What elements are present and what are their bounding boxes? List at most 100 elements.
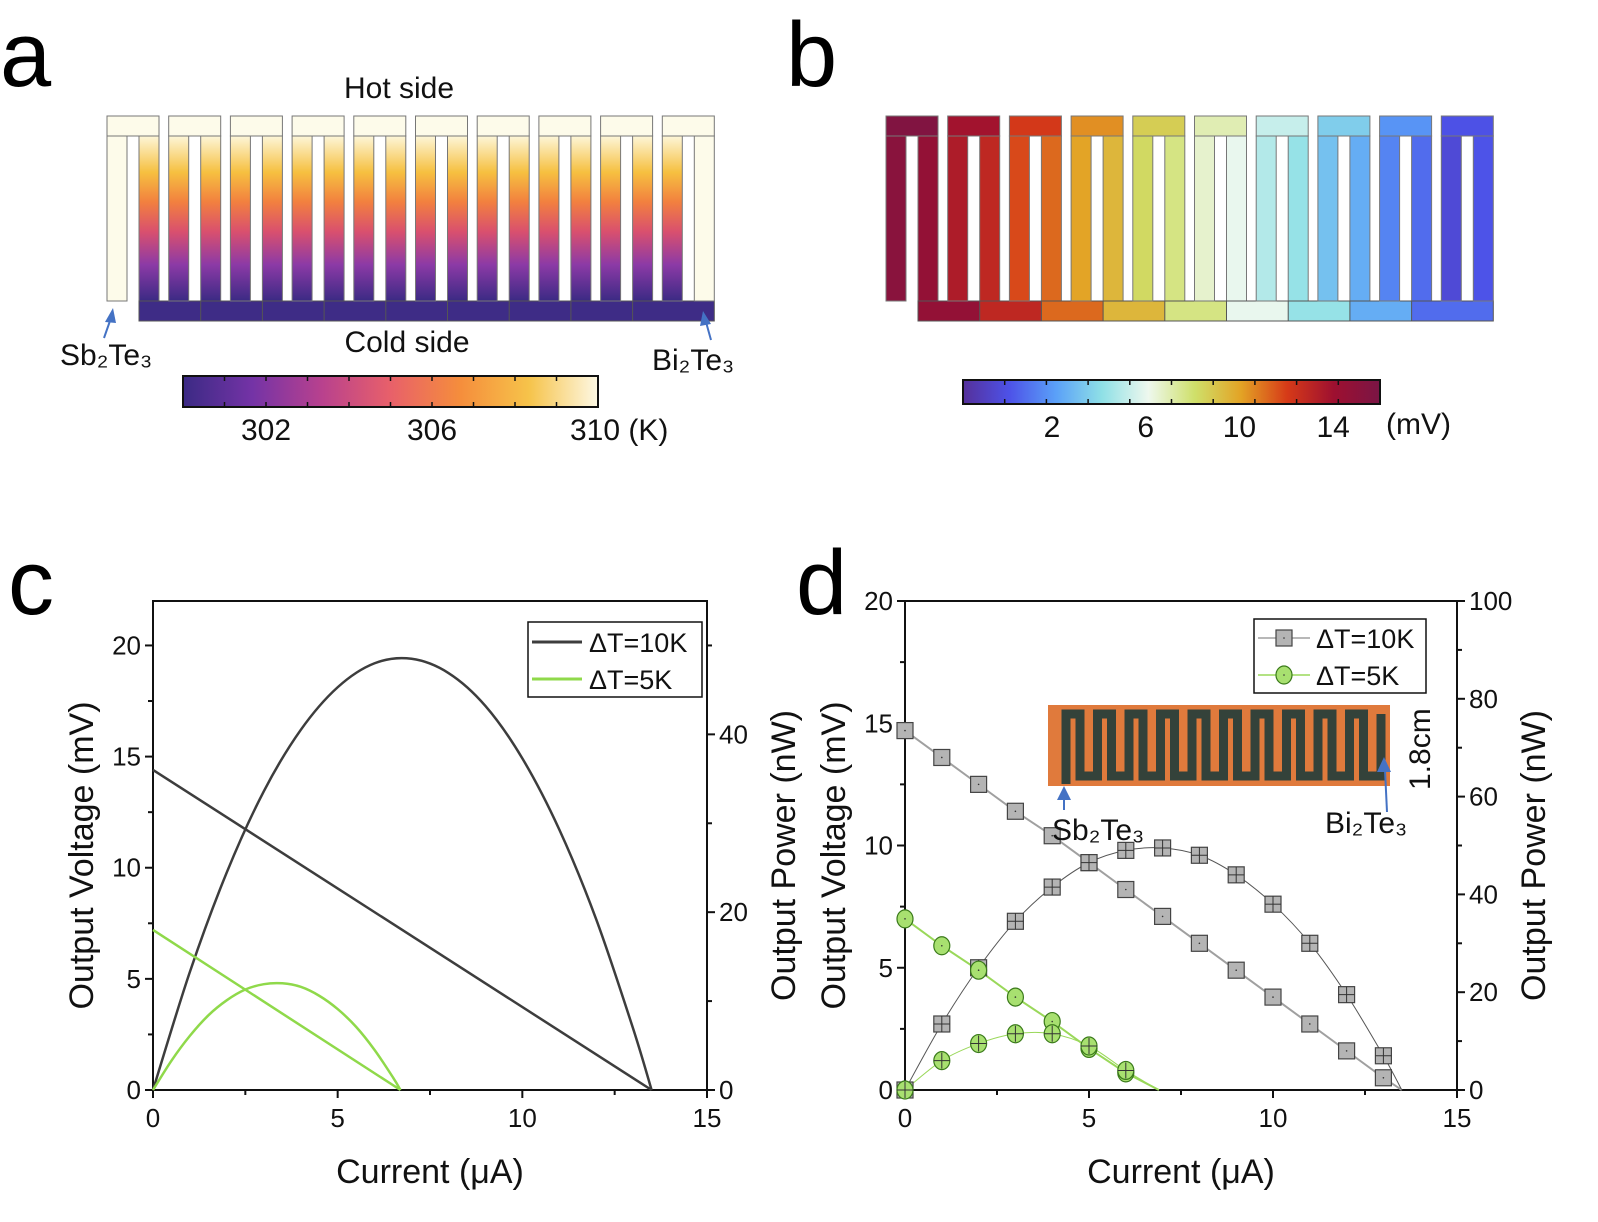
leg (1132, 135, 1154, 302)
marker-dot (977, 969, 980, 971)
y2-tick-label: 100 (1469, 586, 1512, 616)
leg (385, 135, 407, 302)
y2-tick-label: 40 (1469, 879, 1498, 909)
marker-dot (904, 918, 906, 920)
marker-dot (1272, 996, 1274, 998)
hot-side-label: Hot side (344, 72, 454, 105)
marker-dot (1161, 915, 1164, 918)
colorbar-tick-label: 10 (1223, 411, 1256, 444)
top-electrode (106, 115, 160, 137)
leg (600, 135, 622, 302)
top-electrode (415, 115, 468, 137)
leg (1040, 135, 1062, 302)
x-tick-label: 0 (898, 1103, 912, 1133)
leg (1102, 135, 1124, 302)
legend-label: ΔT=10K (589, 628, 687, 658)
x-tick-label: 10 (1259, 1103, 1288, 1133)
marker-dot (941, 944, 943, 947)
photo-meander-pattern (1061, 709, 1386, 784)
leg (1472, 135, 1494, 302)
leg (917, 135, 939, 302)
leg (261, 135, 283, 302)
y-tick-label: 15 (864, 708, 893, 738)
leg (979, 135, 1001, 302)
colorbar-a-ticks: 302 306 310 (K) (223, 376, 668, 447)
x-tick-label: 5 (330, 1103, 344, 1133)
top-electrode (1008, 115, 1062, 137)
leg (138, 135, 160, 302)
leg (229, 135, 251, 302)
leg (200, 135, 222, 302)
panel-letter-b: b (786, 4, 837, 106)
marker-dot (1051, 1020, 1053, 1023)
x-tick-label: 0 (146, 1103, 160, 1133)
inset-sb2te3-label: Sb₂Te₃ (1052, 814, 1144, 847)
top-electrode (661, 115, 715, 137)
y-tick-label: 10 (112, 853, 141, 883)
y2-axis-title: Output Power (nW) (1515, 710, 1553, 1001)
legend-label: ΔT=5K (589, 665, 672, 695)
leg (1317, 135, 1339, 302)
leg (1008, 135, 1030, 302)
marker-dot (977, 783, 980, 786)
top-electrode (353, 115, 407, 137)
panel-letter-c: c (8, 532, 54, 634)
leg (1226, 135, 1247, 302)
x-tick-label: 10 (508, 1103, 537, 1133)
power-curve (151, 981, 402, 1091)
inset-bi2te3-label: Bi₂Te₃ (1325, 807, 1407, 840)
leg (1349, 135, 1371, 302)
y2-tick-label: 40 (719, 719, 748, 749)
top-electrode (1070, 115, 1124, 137)
leg (1255, 135, 1277, 302)
top-electrode (291, 115, 345, 137)
colorbar-tick-label: 306 (407, 414, 457, 447)
x-tick-label: 5 (1082, 1103, 1096, 1133)
top-electrode (538, 115, 592, 137)
leg (476, 135, 498, 302)
legend (527, 621, 703, 698)
leg (693, 135, 715, 302)
marker-dot (904, 729, 906, 732)
x-tick-label: 15 (693, 1103, 722, 1133)
marker-dot (1051, 834, 1053, 837)
inset-size-label: 1.8cm (1404, 708, 1437, 790)
leg (661, 135, 683, 302)
leg (415, 135, 436, 302)
leg (353, 135, 375, 302)
marker-dot (941, 756, 943, 759)
colorbar-tick-label: 302 (241, 414, 291, 447)
panel-letter-d: d (796, 532, 847, 634)
leg (1287, 135, 1309, 302)
colorbar-tick-label: 14 (1316, 411, 1349, 444)
legend-label: ΔT=5K (1316, 661, 1399, 691)
y2-tick-label: 20 (719, 897, 748, 927)
arrow-icon (1377, 757, 1391, 813)
x-tick-label: 15 (1443, 1103, 1472, 1133)
arrow-icon (700, 311, 712, 341)
cold-side-label: Cold side (344, 326, 469, 359)
y2-tick-label: 80 (1469, 684, 1498, 714)
panel-letter-a: a (0, 4, 52, 106)
leg (1379, 135, 1401, 302)
legend-label: ΔT=10K (1316, 624, 1414, 654)
top-electrode (168, 115, 222, 137)
leg (447, 135, 468, 302)
arrow-icon (1057, 786, 1071, 810)
x-axis-title: Current (μA) (336, 1153, 524, 1191)
marker-dot (1014, 810, 1017, 813)
colorbar-b-ticks: 2 6 10 14 (1003, 380, 1350, 444)
leg (885, 135, 907, 302)
y-tick-label: 5 (127, 964, 141, 994)
panel-a-temperature-map (106, 115, 715, 322)
y2-tick-label: 0 (1469, 1075, 1483, 1105)
y-tick-label: 15 (112, 742, 141, 772)
voltage-line (152, 928, 402, 1092)
top-electrode (1379, 115, 1433, 137)
top-electrode (885, 115, 939, 137)
marker-dot (1345, 1050, 1348, 1052)
y-tick-label: 5 (879, 953, 893, 983)
marker-dot (1198, 942, 1201, 945)
y2-tick-label: 60 (1469, 782, 1498, 812)
